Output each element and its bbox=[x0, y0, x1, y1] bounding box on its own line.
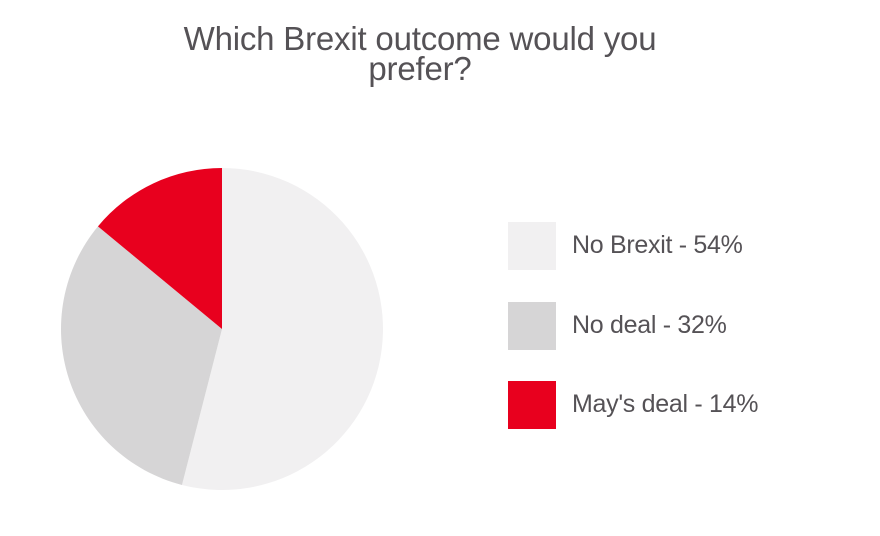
legend-swatch-no-brexit bbox=[508, 222, 556, 270]
slice-mays-deal bbox=[97, 168, 222, 329]
slice-no-deal bbox=[60, 226, 222, 485]
chart-title: Which Brexit outcome would you prefer? bbox=[0, 20, 840, 87]
legend-label-no-brexit: No Brexit - 54% bbox=[572, 231, 743, 259]
legend-label-mays-deal: May's deal - 14% bbox=[572, 390, 759, 418]
legend-swatch-no-deal bbox=[508, 302, 556, 350]
chart-title-line-2: prefer? bbox=[368, 50, 472, 87]
chart-title-line-1: Which Brexit outcome would you bbox=[183, 20, 657, 57]
legend-item-mays-deal: May's deal - 14% bbox=[508, 381, 868, 429]
legend-item-no-deal: No deal - 32% bbox=[508, 302, 868, 350]
slice-no-brexit bbox=[181, 168, 383, 490]
legend-swatch-mays-deal bbox=[508, 381, 556, 429]
legend-label-no-deal: No deal - 32% bbox=[572, 311, 727, 339]
legend-item-no-brexit: No Brexit - 54% bbox=[508, 222, 868, 270]
